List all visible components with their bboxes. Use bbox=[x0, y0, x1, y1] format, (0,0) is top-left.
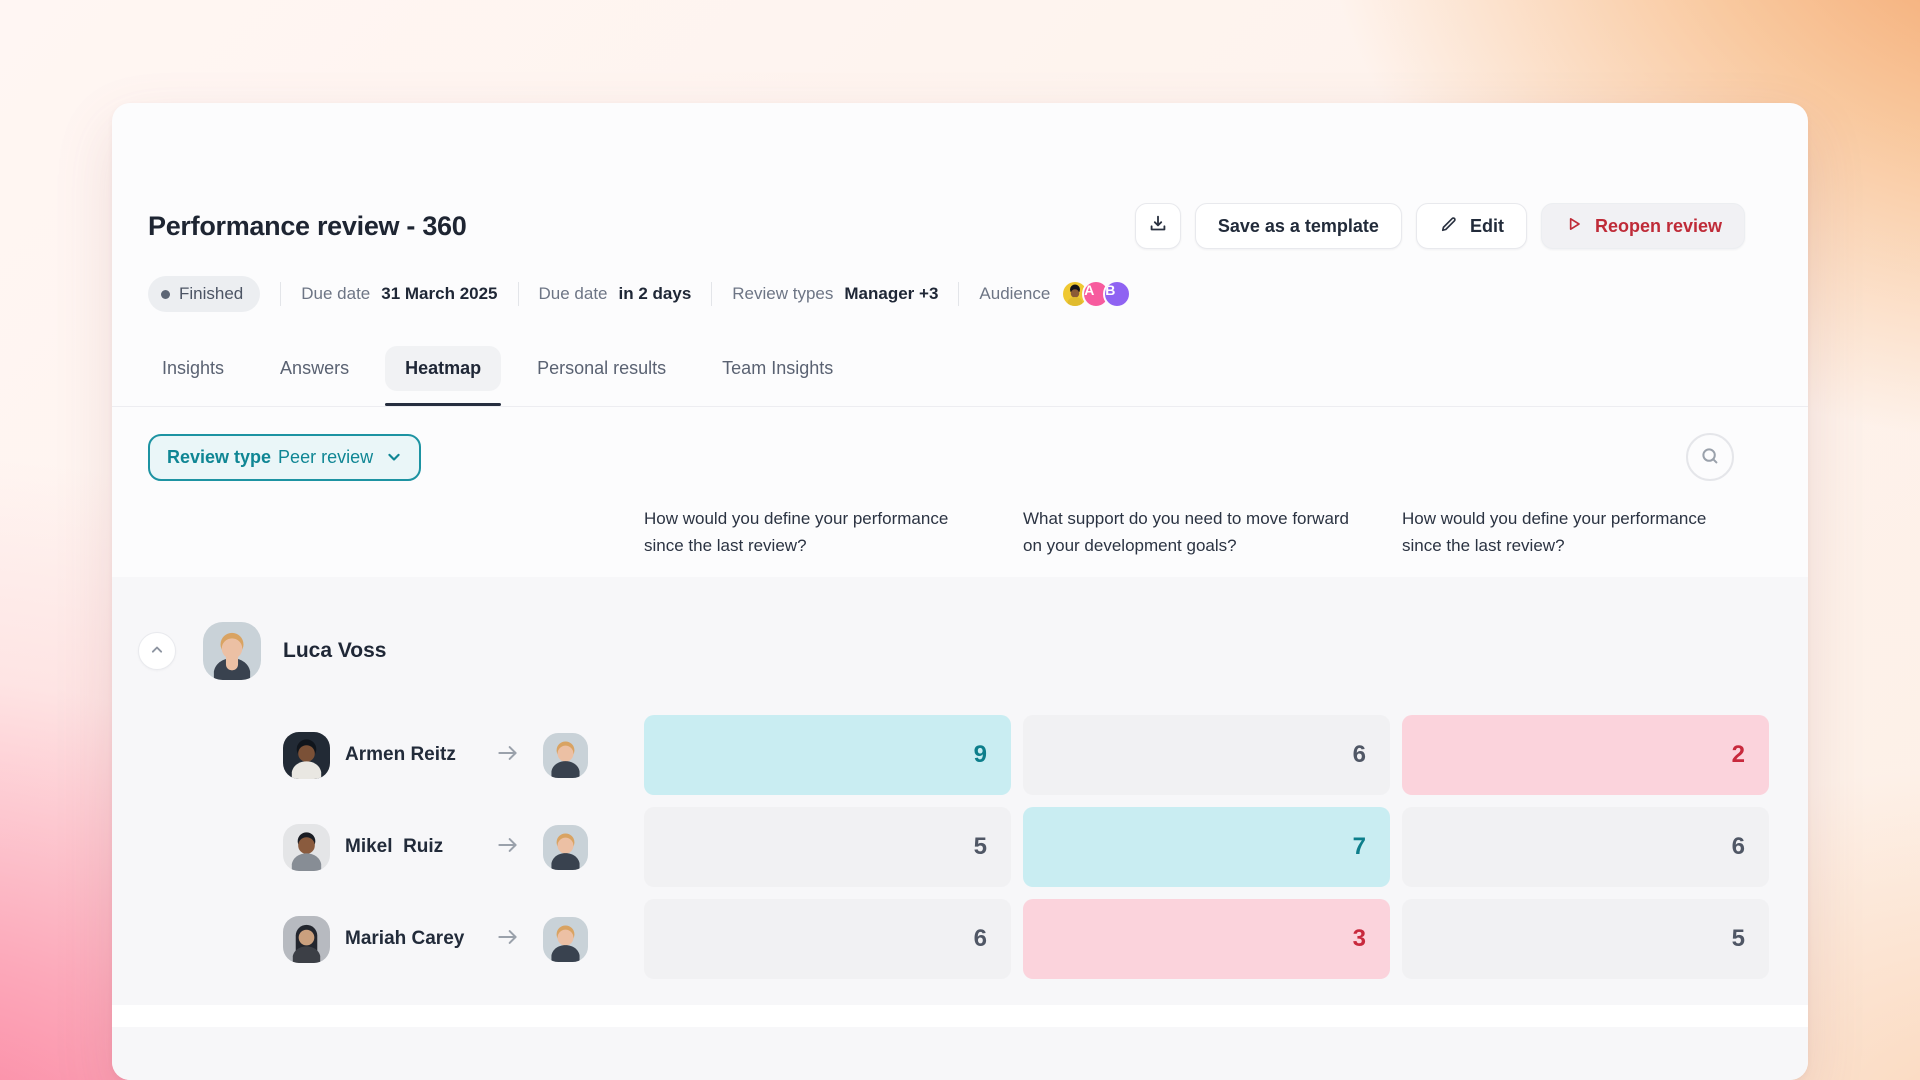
score-value: 9 bbox=[973, 741, 987, 768]
heatmap-toolbar: Review type Peer review bbox=[112, 407, 1808, 481]
save-as-template-button[interactable]: Save as a template bbox=[1194, 203, 1402, 249]
arrow-right-icon bbox=[495, 740, 521, 771]
avatar-mikel-ruiz bbox=[283, 823, 330, 871]
heatmap-row: Mikel Ruiz 5 7 6 bbox=[112, 807, 1808, 887]
audience-meta: Audience A B bbox=[979, 280, 1132, 308]
reviewer-name: Mariah Carey bbox=[345, 928, 465, 949]
score-value: 5 bbox=[1731, 925, 1745, 952]
question-header-spacer bbox=[112, 505, 632, 559]
reviewer-pair: Mariah Carey bbox=[112, 899, 632, 979]
reopen-review-button[interactable]: Reopen review bbox=[1540, 203, 1745, 249]
tab-insights[interactable]: Insights bbox=[142, 346, 244, 391]
divider bbox=[280, 282, 282, 306]
review-types-meta: Review types Manager +3 bbox=[732, 284, 939, 303]
score-cell[interactable]: 5 bbox=[1402, 899, 1769, 979]
status-badge-label: Finished bbox=[179, 284, 244, 303]
header-actions: Save as a template Edit Reopen review bbox=[1134, 203, 1745, 249]
divider bbox=[711, 282, 713, 306]
score-cell[interactable]: 5 bbox=[644, 807, 1011, 887]
status-badge: Finished bbox=[148, 276, 261, 312]
avatar-armen-reitz bbox=[283, 731, 330, 779]
reviewer-name: Armen Reitz bbox=[345, 744, 456, 765]
filter-value: Peer review bbox=[278, 446, 374, 467]
status-dot-icon bbox=[161, 289, 170, 299]
arrow-right-icon bbox=[495, 924, 521, 955]
avatar-audience-photo bbox=[1061, 280, 1090, 308]
group-name: Luca Voss bbox=[283, 639, 387, 662]
heatmap-row: Mariah Carey 6 3 5 bbox=[112, 899, 1808, 979]
review-type-filter[interactable]: Review type Peer review bbox=[148, 433, 422, 481]
divider bbox=[517, 282, 519, 306]
question-header: How would you define your performance si… bbox=[1402, 509, 1707, 555]
avatar-luca-voss-small bbox=[543, 824, 588, 870]
score-value: 2 bbox=[1731, 741, 1745, 768]
play-icon bbox=[1564, 214, 1584, 239]
download-icon bbox=[1147, 213, 1169, 240]
arrow-right-icon bbox=[495, 832, 521, 863]
tab-team-insights[interactable]: Team Insights bbox=[702, 346, 853, 391]
card-header: Performance review - 360 Save as a templ… bbox=[112, 103, 1808, 249]
collapse-group-button[interactable] bbox=[138, 632, 176, 670]
tab-answers[interactable]: Answers bbox=[260, 346, 369, 391]
due-in-meta: Due date in 2 days bbox=[538, 284, 692, 303]
pencil-icon bbox=[1439, 214, 1459, 239]
chevron-up-icon bbox=[147, 640, 167, 663]
score-cell[interactable]: 7 bbox=[1023, 807, 1390, 887]
save-as-template-label: Save as a template bbox=[1217, 215, 1379, 236]
score-value: 3 bbox=[1352, 925, 1366, 952]
avatar-luca-voss bbox=[203, 622, 261, 680]
section-gap bbox=[112, 1005, 1808, 1027]
avatar-audience-b: B bbox=[1103, 280, 1132, 308]
reviewer-pair: Mikel Ruiz bbox=[112, 807, 632, 887]
score-value: 6 bbox=[1352, 741, 1366, 768]
score-value: 7 bbox=[1352, 833, 1366, 860]
score-cell[interactable]: 6 bbox=[1402, 807, 1769, 887]
score-value: 6 bbox=[973, 925, 987, 952]
audience-avatars: A B bbox=[1061, 280, 1132, 308]
question-header: What support do you need to move forward… bbox=[1023, 509, 1350, 555]
review-card: Performance review - 360 Save as a templ… bbox=[112, 103, 1808, 1080]
due-date-meta: Due date 31 March 2025 bbox=[301, 284, 498, 303]
edit-label: Edit bbox=[1469, 215, 1504, 236]
avatar-luca-voss-small bbox=[543, 732, 588, 778]
avatar-luca-voss-small bbox=[543, 916, 588, 962]
question-header-row: How would you define your performance si… bbox=[112, 505, 1808, 577]
search-button[interactable] bbox=[1686, 433, 1734, 481]
score-value: 5 bbox=[973, 833, 987, 860]
score-cell[interactable]: 6 bbox=[644, 899, 1011, 979]
avatar-mariah-carey bbox=[283, 915, 330, 963]
tab-heatmap[interactable]: Heatmap bbox=[385, 346, 502, 406]
score-cell[interactable]: 2 bbox=[1402, 715, 1769, 795]
question-header: How would you define your performance si… bbox=[644, 509, 949, 555]
tab-personal-results[interactable]: Personal results bbox=[517, 346, 686, 391]
score-cell[interactable]: 9 bbox=[644, 715, 1011, 795]
chevron-down-icon bbox=[384, 447, 404, 467]
reopen-review-label: Reopen review bbox=[1594, 215, 1722, 236]
page-title: Performance review - 360 bbox=[148, 210, 467, 241]
score-cell[interactable]: 6 bbox=[1023, 715, 1390, 795]
group-section: Luca Voss Armen Reitz 9 6 2 bbox=[112, 577, 1808, 1005]
score-cell[interactable]: 3 bbox=[1023, 899, 1390, 979]
divider bbox=[958, 282, 960, 306]
tab-bar: Insights Answers Heatmap Personal result… bbox=[112, 346, 1808, 407]
edit-button[interactable]: Edit bbox=[1415, 203, 1527, 249]
filter-label: Review type bbox=[167, 446, 272, 467]
reviewer-pair: Armen Reitz bbox=[112, 715, 632, 795]
status-row: Finished Due date 31 March 2025 Due date… bbox=[148, 276, 1772, 312]
score-value: 6 bbox=[1731, 833, 1745, 860]
next-group-section bbox=[112, 1027, 1808, 1080]
reviewer-name: Mikel Ruiz bbox=[345, 836, 444, 857]
search-icon bbox=[1699, 445, 1721, 470]
download-button[interactable] bbox=[1134, 203, 1181, 249]
group-header: Luca Voss bbox=[112, 622, 1808, 680]
heatmap-row: Armen Reitz 9 6 2 bbox=[112, 715, 1808, 795]
